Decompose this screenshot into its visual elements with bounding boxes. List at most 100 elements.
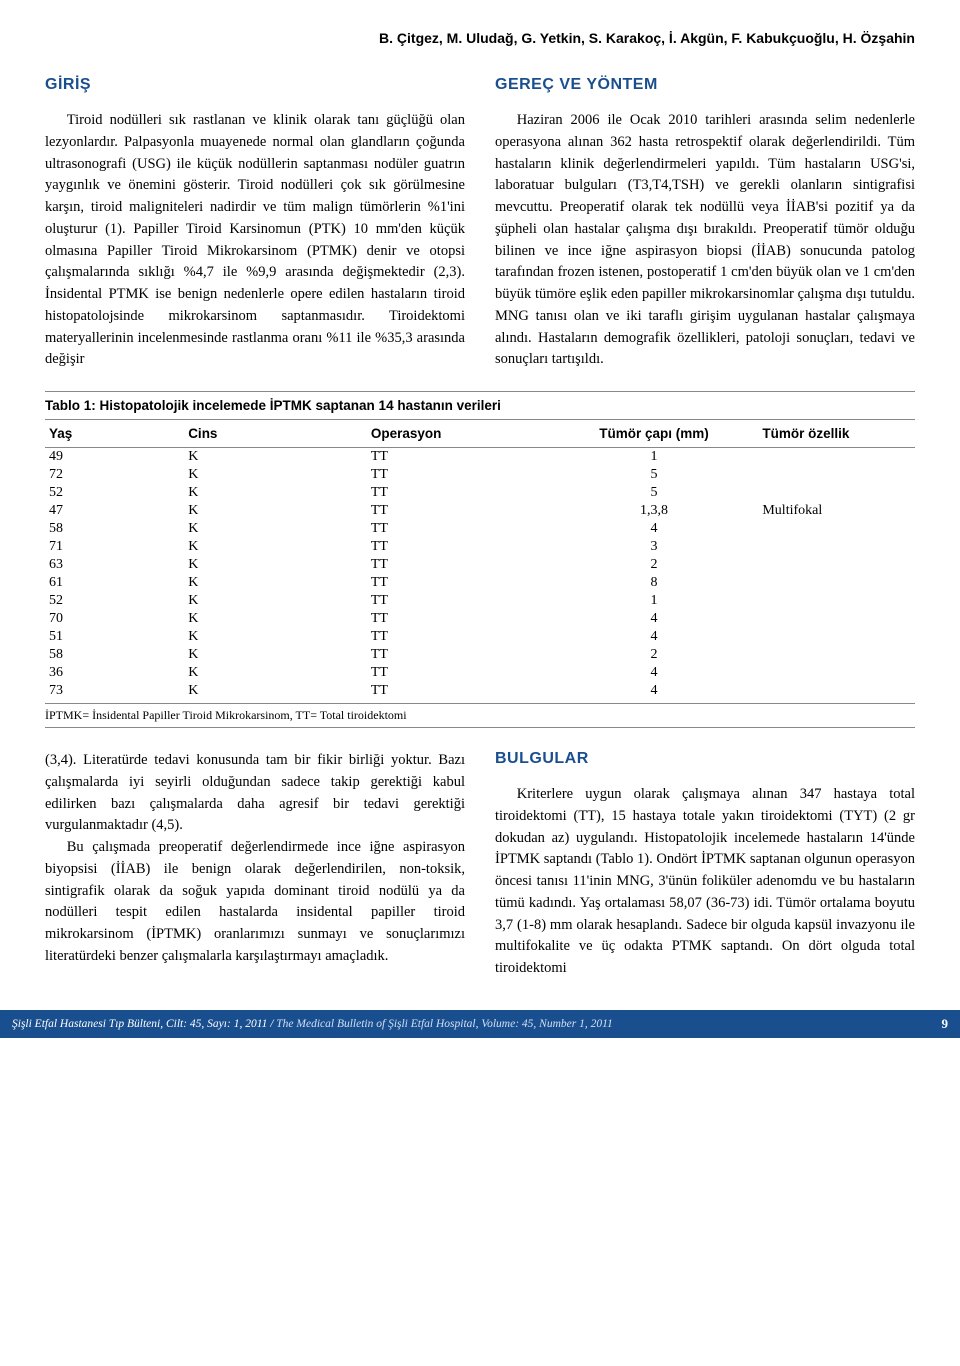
table-cell: 47 — [45, 502, 184, 520]
table-cell: 58 — [45, 646, 184, 664]
table-cell — [758, 538, 915, 556]
table-cell — [758, 646, 915, 664]
table-cell: 36 — [45, 664, 184, 682]
table-cell: 5 — [550, 484, 759, 502]
table-col-0: Yaş — [45, 420, 184, 448]
table-cell: 2 — [550, 556, 759, 574]
table-cell: 4 — [550, 520, 759, 538]
table-cell: K — [184, 628, 367, 646]
right-column-2: BULGULAR Kriterlere uygun olarak çalışma… — [495, 750, 915, 980]
table-row: 52KTT1 — [45, 592, 915, 610]
table-cell: TT — [367, 682, 550, 704]
table-cell: 73 — [45, 682, 184, 704]
table-row: 70KTT4 — [45, 610, 915, 628]
table-cell: K — [184, 664, 367, 682]
table-cell — [758, 610, 915, 628]
left2-text: (3,4). Literatürde tedavi konusunda tam … — [45, 750, 465, 968]
table-cell: K — [184, 682, 367, 704]
author-line: B. Çitgez, M. Uludağ, G. Yetkin, S. Kara… — [45, 30, 915, 46]
table-row: 49KTT1 — [45, 448, 915, 467]
table-row: 47KTT1,3,8Multifokal — [45, 502, 915, 520]
right-column: GEREÇ VE YÖNTEM Haziran 2006 ile Ocak 20… — [495, 76, 915, 371]
gerec-p1: Haziran 2006 ile Ocak 2010 tarihleri ara… — [495, 110, 915, 371]
data-table: YaşCinsOperasyonTümör çapı (mm)Tümör öze… — [45, 419, 915, 704]
table-cell: 72 — [45, 466, 184, 484]
table-cell: K — [184, 448, 367, 467]
table-row: 58KTT4 — [45, 520, 915, 538]
table-cell: 1 — [550, 592, 759, 610]
table-header-row: YaşCinsOperasyonTümör çapı (mm)Tümör öze… — [45, 420, 915, 448]
left-column: GİRİŞ Tiroid nodülleri sık rastlanan ve … — [45, 76, 465, 371]
heading-bulgular: BULGULAR — [495, 750, 915, 768]
table-cell: 3 — [550, 538, 759, 556]
table-1: Tablo 1: Histopatolojik incelemede İPTMK… — [45, 391, 915, 728]
footer-en: The Medical Bulletin of Şişli Etfal Hosp… — [276, 1018, 612, 1030]
left2-p1: (3,4). Literatürde tedavi konusunda tam … — [45, 750, 465, 837]
table-caption: Tablo 1: Histopatolojik incelemede İPTMK… — [45, 391, 915, 419]
table-cell — [758, 556, 915, 574]
table-cell: 70 — [45, 610, 184, 628]
table-cell: 1 — [550, 448, 759, 467]
table-body: 49KTT172KTT552KTT547KTT1,3,8Multifokal58… — [45, 448, 915, 704]
table-cell: 4 — [550, 682, 759, 704]
gerec-paragraph: Haziran 2006 ile Ocak 2010 tarihleri ara… — [495, 110, 915, 371]
table-cell: 2 — [550, 646, 759, 664]
table-cell: TT — [367, 646, 550, 664]
table-cell: K — [184, 520, 367, 538]
table-row: 71KTT3 — [45, 538, 915, 556]
table-cell — [758, 628, 915, 646]
table-cell: TT — [367, 574, 550, 592]
table-col-2: Operasyon — [367, 420, 550, 448]
intro-columns: GİRİŞ Tiroid nodülleri sık rastlanan ve … — [45, 76, 915, 371]
table-row: 36KTT4 — [45, 664, 915, 682]
table-row: 63KTT2 — [45, 556, 915, 574]
table-cell: K — [184, 538, 367, 556]
table-cell: TT — [367, 556, 550, 574]
table-col-3: Tümör çapı (mm) — [550, 420, 759, 448]
table-cell — [758, 520, 915, 538]
table-cell: TT — [367, 664, 550, 682]
table-cell: TT — [367, 628, 550, 646]
table-cell: 4 — [550, 628, 759, 646]
table-row: 61KTT8 — [45, 574, 915, 592]
table-cell: TT — [367, 520, 550, 538]
table-cell: 63 — [45, 556, 184, 574]
table-cell — [758, 592, 915, 610]
table-cell — [758, 574, 915, 592]
table-col-1: Cins — [184, 420, 367, 448]
table-cell: K — [184, 646, 367, 664]
table-cell: K — [184, 574, 367, 592]
giris-paragraph: Tiroid nodülleri sık rastlanan ve klinik… — [45, 110, 465, 371]
footer-tr: Şişli Etfal Hastanesi Tıp Bülteni, Cilt:… — [12, 1018, 276, 1030]
table-cell: TT — [367, 448, 550, 467]
page-footer: Şişli Etfal Hastanesi Tıp Bülteni, Cilt:… — [0, 1010, 960, 1038]
table-cell: K — [184, 484, 367, 502]
table-cell: K — [184, 502, 367, 520]
table-cell: TT — [367, 484, 550, 502]
table-cell: 52 — [45, 592, 184, 610]
left2-p2: Bu çalışmada preoperatif değerlendirmede… — [45, 837, 465, 968]
table-cell: 61 — [45, 574, 184, 592]
table-cell — [758, 664, 915, 682]
table-row: 51KTT4 — [45, 628, 915, 646]
table-row: 72KTT5 — [45, 466, 915, 484]
table-row: 58KTT2 — [45, 646, 915, 664]
table-cell: TT — [367, 502, 550, 520]
table-cell: TT — [367, 592, 550, 610]
table-cell — [758, 682, 915, 704]
left-column-2: (3,4). Literatürde tedavi konusunda tam … — [45, 750, 465, 980]
bulgular-text: Kriterlere uygun olarak çalışmaya alınan… — [495, 784, 915, 980]
table-cell: 4 — [550, 664, 759, 682]
table-cell: 49 — [45, 448, 184, 467]
table-footnote: İPTMK= İnsidental Papiller Tiroid Mikrok… — [45, 704, 915, 728]
table-row: 73KTT4 — [45, 682, 915, 704]
table-cell: TT — [367, 610, 550, 628]
heading-gerec: GEREÇ VE YÖNTEM — [495, 76, 915, 94]
table-cell: 58 — [45, 520, 184, 538]
table-cell — [758, 448, 915, 467]
table-cell: 8 — [550, 574, 759, 592]
heading-giris: GİRİŞ — [45, 76, 465, 94]
table-cell: 1,3,8 — [550, 502, 759, 520]
table-col-4: Tümör özellik — [758, 420, 915, 448]
table-cell: Multifokal — [758, 502, 915, 520]
